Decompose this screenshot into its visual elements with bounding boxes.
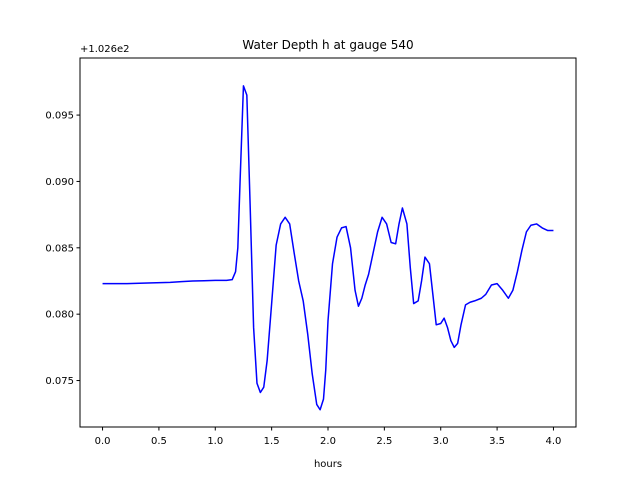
x-tick-label: 1.5 — [264, 436, 280, 447]
x-tick-label: 2.0 — [320, 436, 336, 447]
x-tick-label: 0.0 — [95, 436, 111, 447]
y-tick-label: 0.075 — [45, 376, 74, 387]
x-axis-label: hours — [314, 459, 342, 470]
chart-title: Water Depth h at gauge 540 — [242, 38, 413, 52]
y-tick-label: 0.090 — [45, 177, 74, 188]
x-tick-label: 3.0 — [433, 436, 449, 447]
series-line-0 — [102, 85, 554, 411]
y-tick-label: 0.080 — [45, 310, 74, 321]
x-tick-label: 0.5 — [151, 436, 167, 447]
x-tick-label: 4.0 — [546, 436, 562, 447]
y-tick-label: 0.085 — [45, 243, 74, 254]
x-tick-label: 3.5 — [489, 436, 505, 447]
x-tick-label: 1.0 — [207, 436, 223, 447]
y-tick-label: 0.095 — [45, 111, 74, 122]
plot-area: 0.0 0.5 1.0 1.5 2.0 2.5 3.0 3.5 4.0 0.075 0.080 0.0… — [45, 57, 577, 447]
x-tick-label: 2.5 — [376, 436, 392, 447]
y-axis-offset-label: +1.026e2 — [80, 44, 130, 55]
